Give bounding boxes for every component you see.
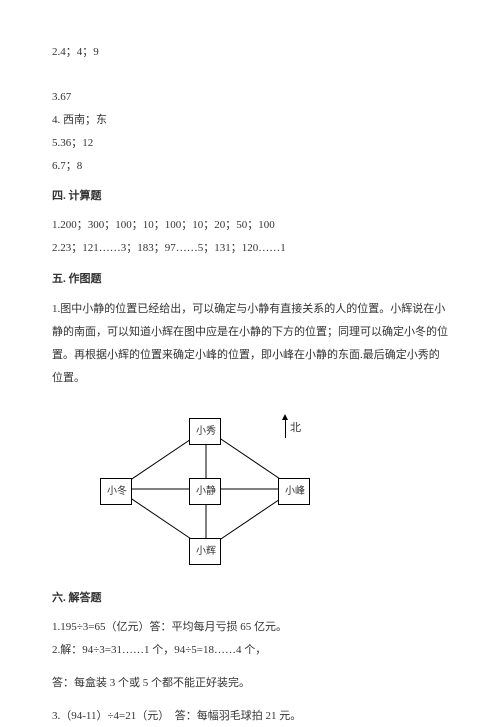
node-dong: 小冬 bbox=[100, 478, 132, 505]
answer-3: 3.67 bbox=[52, 87, 448, 108]
section-4-heading: 四. 计算题 bbox=[52, 186, 448, 207]
node-jing: 小静 bbox=[189, 478, 221, 505]
section-5-heading: 五. 作图题 bbox=[52, 269, 448, 290]
answer-4: 4. 西南；东 bbox=[52, 110, 448, 131]
answer-5: 5.36；12 bbox=[52, 133, 448, 154]
calc-line-1: 1.200；300；100；10；100；10；20；50；100 bbox=[52, 215, 448, 236]
answer-6: 6.7；8 bbox=[52, 156, 448, 177]
solve-line-1: 1.195÷3=65（亿元）答：平均每月亏损 65 亿元。 bbox=[52, 617, 448, 638]
node-feng: 小峰 bbox=[278, 478, 310, 505]
section-5-paragraph: 1.图中小静的位置已经给出，可以确定与小静有直接关系的人的位置。小辉说在小静的南… bbox=[52, 298, 448, 390]
solve-line-2: 2.解：94÷3=31……1 个，94÷5=18……4 个， bbox=[52, 640, 448, 661]
node-xiu: 小秀 bbox=[189, 418, 221, 445]
section-6-heading: 六. 解答题 bbox=[52, 588, 448, 609]
north-label: 北 bbox=[290, 418, 301, 439]
solve-line-3: 答：每盒装 3 个或 5 个都不能正好装完。 bbox=[52, 673, 448, 694]
calc-line-2: 2.23；121……3；183；97……5；131；120……1 bbox=[52, 238, 448, 259]
answer-2: 2.4；4；9 bbox=[52, 42, 448, 63]
north-arrow-stem bbox=[285, 420, 286, 438]
node-hui: 小辉 bbox=[189, 538, 221, 565]
position-diagram: 北 小秀小冬 小静 小峰小辉 bbox=[92, 404, 352, 574]
solve-line-4: 3.（94-11）÷4=21（元） 答：每幅羽毛球拍 21 元。 bbox=[52, 706, 448, 727]
